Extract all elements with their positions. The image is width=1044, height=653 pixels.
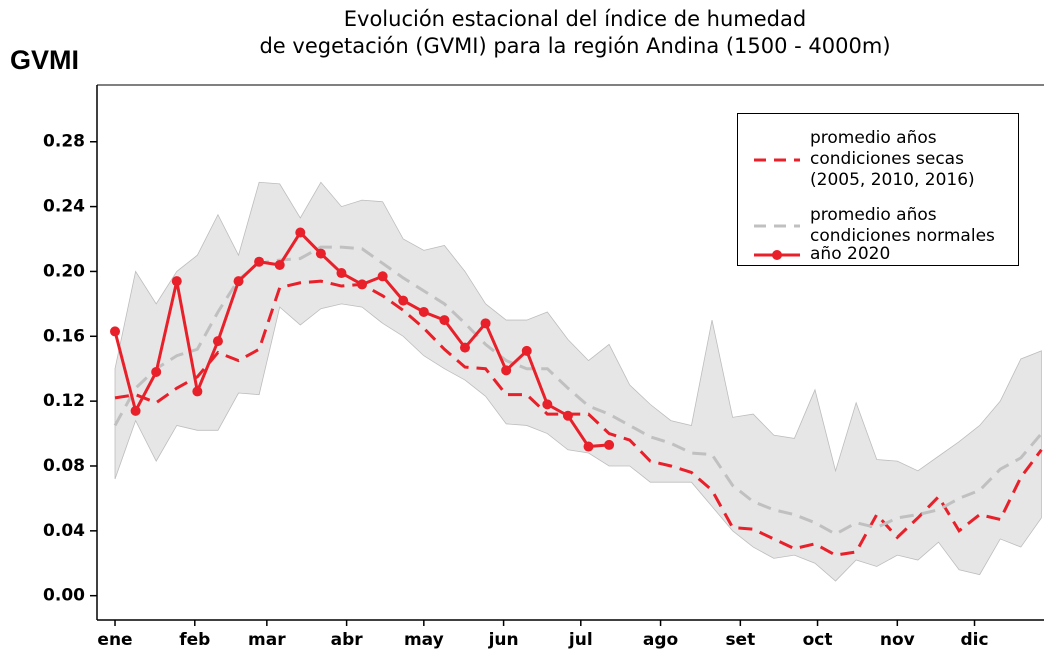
y-tick-label: 0.00: [43, 586, 85, 606]
legend-label: año 2020: [810, 244, 891, 264]
point: [480, 318, 491, 329]
y-tick-label: 0.16: [43, 326, 85, 346]
y-tick-label: 0.20: [43, 261, 85, 281]
point: [521, 345, 532, 356]
series-line: [113, 245, 1043, 536]
x-tick-label: ene: [97, 630, 132, 650]
y-axis-label: GVMI: [10, 45, 79, 75]
point: [336, 268, 347, 279]
point: [542, 399, 553, 410]
point: [604, 439, 615, 450]
point: [583, 441, 594, 452]
point: [212, 336, 223, 347]
chart-title: de vegetación (GVMI) para la región Andi…: [259, 34, 890, 58]
point: [151, 366, 162, 377]
point: [171, 276, 182, 287]
range-band: [114, 181, 1042, 582]
x-tick-label: oct: [803, 630, 833, 650]
point: [315, 248, 326, 259]
legend-swatch: [754, 249, 800, 260]
point: [398, 295, 409, 306]
point: [418, 306, 429, 317]
x-tick-label: mar: [248, 630, 286, 650]
point: [439, 315, 450, 326]
y-tick-label: 0.08: [43, 456, 85, 476]
x-tick-label: jul: [568, 630, 593, 650]
y-tick-label: 0.04: [43, 521, 85, 541]
legend-marker: [772, 249, 782, 260]
x-tick-label: ago: [643, 630, 678, 650]
chart-title: Evolución estacional del índice de humed…: [344, 7, 806, 31]
legend-label: promedio años condiciones normales: [810, 205, 995, 246]
legend-label: promedio años condiciones secas (2005, 2…: [810, 128, 975, 190]
x-tick-label: nov: [880, 630, 915, 650]
point: [254, 256, 265, 267]
point: [562, 410, 573, 421]
legend-swatch: [754, 224, 800, 228]
legend-swatch: [754, 158, 800, 161]
x-tick-label: abr: [331, 630, 364, 650]
point: [377, 271, 388, 282]
point: [130, 405, 141, 416]
point: [501, 365, 512, 376]
y-tick-label: 0.28: [43, 132, 85, 152]
y-tick-label: 0.24: [43, 197, 85, 217]
y-tick-label: 0.12: [43, 391, 85, 411]
x-tick-label: feb: [179, 630, 210, 650]
x-tick-label: may: [404, 630, 444, 650]
point: [274, 259, 285, 270]
point: [233, 276, 244, 287]
point: [357, 279, 368, 290]
x-tick-label: dic: [960, 630, 988, 650]
point: [295, 227, 306, 238]
point: [459, 342, 470, 353]
series-line: [114, 279, 1043, 557]
point: [192, 386, 203, 397]
x-tick-label: jun: [488, 630, 519, 650]
x-tick-label: set: [725, 630, 755, 650]
legend: promedio años condiciones secas (2005, 2…: [737, 113, 1019, 266]
point: [110, 326, 121, 337]
